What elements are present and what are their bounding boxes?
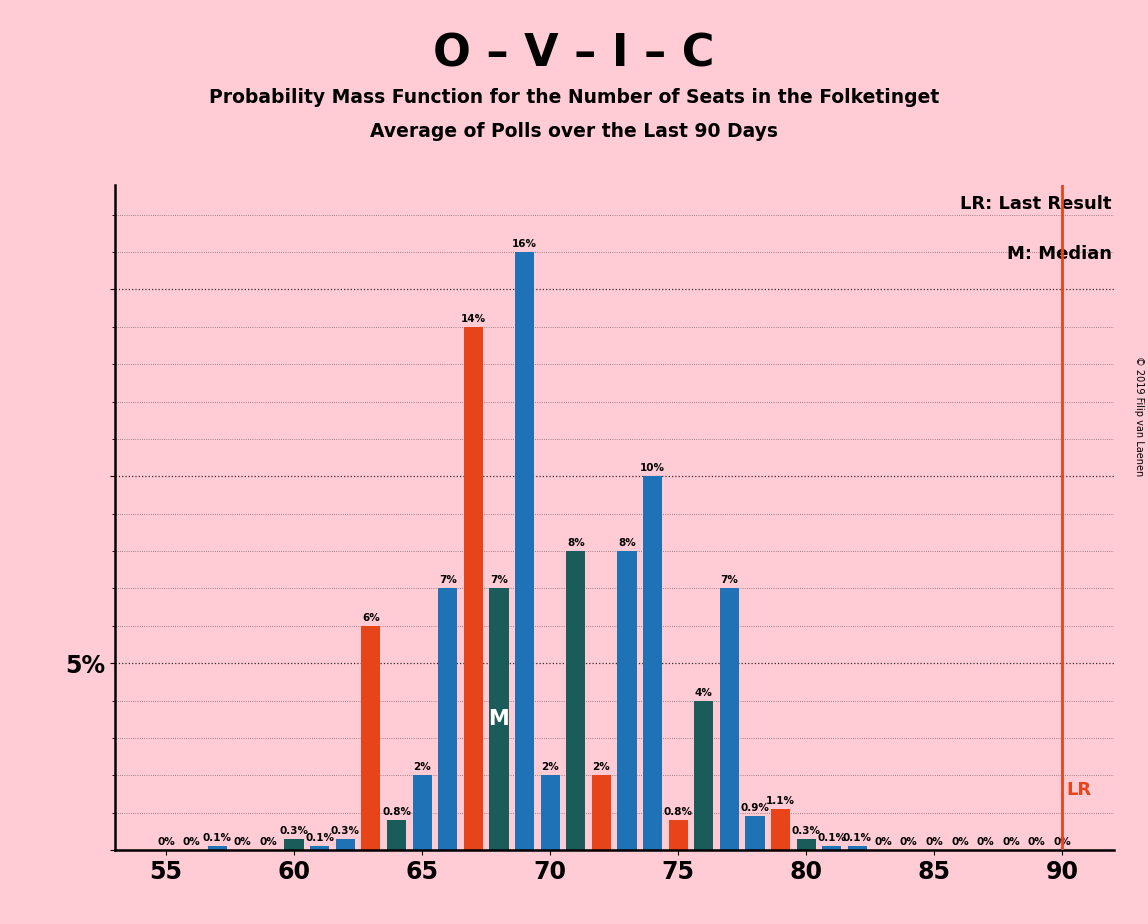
Text: 7%: 7%	[721, 576, 738, 586]
Bar	[797, 839, 816, 850]
Bar	[285, 839, 304, 850]
Text: 0%: 0%	[925, 837, 944, 847]
Bar	[335, 839, 355, 850]
Text: 7%: 7%	[439, 576, 457, 586]
Text: 0%: 0%	[1054, 837, 1071, 847]
Text: 1.1%: 1.1%	[766, 796, 796, 806]
Text: LR: Last Result: LR: Last Result	[960, 195, 1111, 213]
Text: 0%: 0%	[951, 837, 969, 847]
Text: 4%: 4%	[695, 687, 713, 698]
Bar	[515, 252, 534, 850]
Text: M: Median: M: Median	[1007, 245, 1111, 262]
Bar	[541, 775, 560, 850]
Text: 10%: 10%	[641, 463, 665, 473]
Text: 0%: 0%	[183, 837, 201, 847]
Text: Average of Polls over the Last 90 Days: Average of Polls over the Last 90 Days	[370, 122, 778, 141]
Bar	[387, 821, 406, 850]
Bar	[439, 589, 457, 850]
Text: 6%: 6%	[362, 613, 380, 623]
Text: 0.1%: 0.1%	[203, 833, 232, 844]
Text: 2%: 2%	[413, 762, 430, 772]
Bar	[822, 846, 841, 850]
Text: 0.3%: 0.3%	[280, 826, 309, 836]
Text: 14%: 14%	[460, 314, 486, 323]
Text: © 2019 Filip van Laenen: © 2019 Filip van Laenen	[1134, 356, 1143, 476]
Text: 0.1%: 0.1%	[843, 833, 872, 844]
Bar	[591, 775, 611, 850]
Text: 8%: 8%	[567, 538, 584, 548]
Bar	[848, 846, 867, 850]
Bar	[695, 700, 713, 850]
Bar	[618, 551, 637, 850]
Bar	[208, 846, 227, 850]
Text: 0.9%: 0.9%	[740, 804, 769, 813]
Text: 0%: 0%	[157, 837, 174, 847]
Bar	[771, 809, 790, 850]
Bar	[566, 551, 585, 850]
Bar	[643, 477, 662, 850]
Text: 2%: 2%	[592, 762, 611, 772]
Text: 0.3%: 0.3%	[331, 826, 359, 836]
Text: 0%: 0%	[874, 837, 892, 847]
Text: 0%: 0%	[977, 837, 994, 847]
Text: 16%: 16%	[512, 239, 537, 249]
Bar	[745, 817, 765, 850]
Text: 0%: 0%	[234, 837, 251, 847]
Bar	[464, 327, 483, 850]
Text: O – V – I – C: O – V – I – C	[433, 32, 715, 76]
Text: 7%: 7%	[490, 576, 507, 586]
Text: 0%: 0%	[1027, 837, 1046, 847]
Text: 0.3%: 0.3%	[792, 826, 821, 836]
Text: 0%: 0%	[900, 837, 917, 847]
Text: Probability Mass Function for the Number of Seats in the Folketinget: Probability Mass Function for the Number…	[209, 88, 939, 107]
Text: M: M	[489, 710, 510, 729]
Bar	[362, 626, 380, 850]
Text: 0.1%: 0.1%	[817, 833, 846, 844]
Bar	[310, 846, 329, 850]
Text: 0.1%: 0.1%	[305, 833, 334, 844]
Bar	[489, 589, 509, 850]
Bar	[668, 821, 688, 850]
Text: 0%: 0%	[259, 837, 278, 847]
Text: 2%: 2%	[541, 762, 559, 772]
Text: 0.8%: 0.8%	[664, 808, 692, 817]
Text: 0.8%: 0.8%	[382, 808, 411, 817]
Bar	[720, 589, 739, 850]
Text: 8%: 8%	[618, 538, 636, 548]
Text: LR: LR	[1066, 782, 1092, 799]
Bar	[412, 775, 432, 850]
Text: 0%: 0%	[1002, 837, 1021, 847]
